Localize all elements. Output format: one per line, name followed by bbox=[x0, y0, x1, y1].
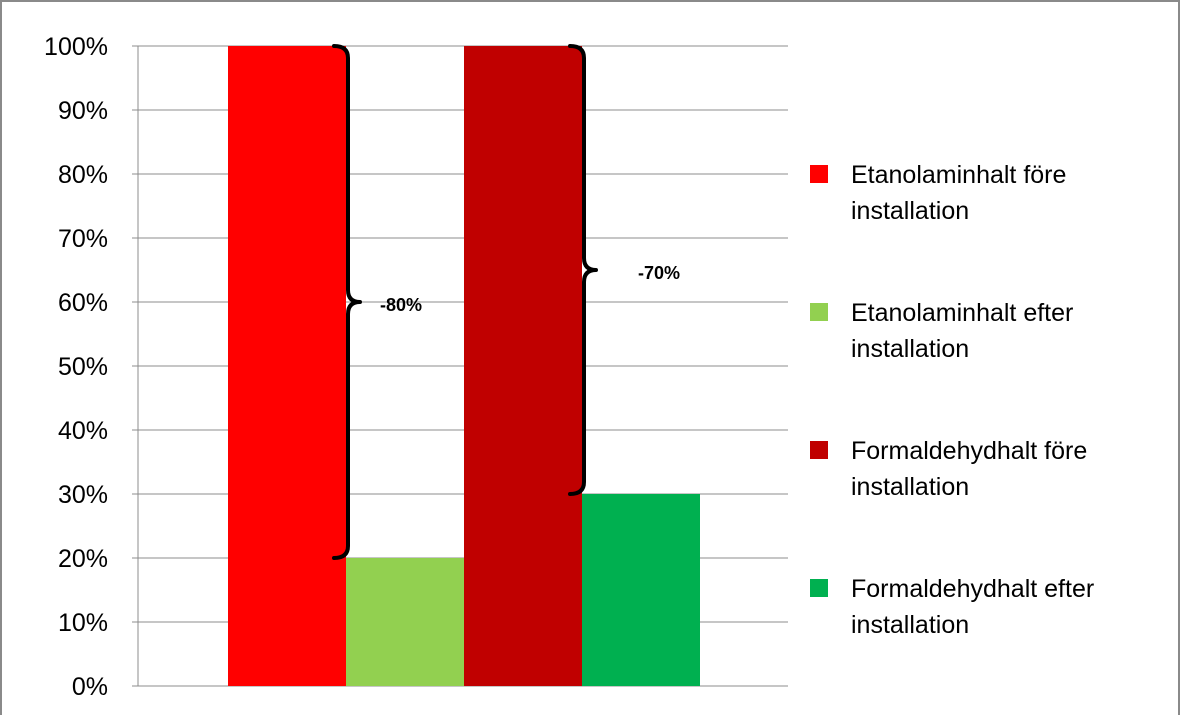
legend-line: Etanolaminhalt efter bbox=[851, 299, 1073, 327]
legend-label-2: Etanolaminhalt efter installation bbox=[851, 299, 1073, 363]
y-tick-label: 50% bbox=[58, 353, 108, 381]
legend-line: installation bbox=[851, 611, 969, 639]
y-tick-label: 100% bbox=[44, 33, 108, 61]
bar-1 bbox=[228, 46, 346, 686]
bar-2 bbox=[346, 558, 464, 686]
legend-swatch-1 bbox=[810, 165, 828, 183]
brace-1 bbox=[332, 44, 362, 560]
y-tick-label: 70% bbox=[58, 225, 108, 253]
legend-label-4: Formaldehydhalt efter installation bbox=[851, 575, 1094, 639]
legend-line: installation bbox=[851, 335, 969, 363]
y-tick-label: 90% bbox=[58, 97, 108, 125]
legend-line: Etanolaminhalt före bbox=[851, 161, 1066, 189]
legend-swatch-4 bbox=[810, 579, 828, 597]
bars bbox=[228, 46, 700, 686]
brace-2 bbox=[568, 44, 598, 496]
annotations: -80% -70% bbox=[332, 44, 680, 560]
legend-line: Formaldehydhalt efter bbox=[851, 575, 1094, 603]
y-tick-label: 20% bbox=[58, 545, 108, 573]
legend-line: installation bbox=[851, 197, 969, 225]
annotation-label-1: -80% bbox=[380, 295, 422, 315]
bar-4 bbox=[582, 494, 700, 686]
annotation-label-2: -70% bbox=[638, 263, 680, 283]
legend-swatch-3 bbox=[810, 441, 828, 459]
y-tick-label: 80% bbox=[58, 161, 108, 189]
y-tick-label: 40% bbox=[58, 417, 108, 445]
y-tick-label: 10% bbox=[58, 609, 108, 637]
y-tick-label: 0% bbox=[72, 673, 108, 701]
y-axis: 0% 10% 20% 30% 40% 50% 60% 70% 80% 90% 100% bbox=[44, 33, 139, 701]
legend-label-3: Formaldehydhalt före installation bbox=[851, 437, 1087, 501]
bar-3 bbox=[464, 46, 582, 686]
legend: Etanolaminhalt före installationEtanolami… bbox=[810, 161, 1094, 639]
legend-line: Formaldehydhalt före bbox=[851, 437, 1087, 465]
legend-line: installation bbox=[851, 473, 969, 501]
y-tick-label: 60% bbox=[58, 289, 108, 317]
legend-swatch-2 bbox=[810, 303, 828, 321]
legend-label-1: Etanolaminhalt före installation bbox=[851, 161, 1066, 225]
y-tick-label: 30% bbox=[58, 481, 108, 509]
